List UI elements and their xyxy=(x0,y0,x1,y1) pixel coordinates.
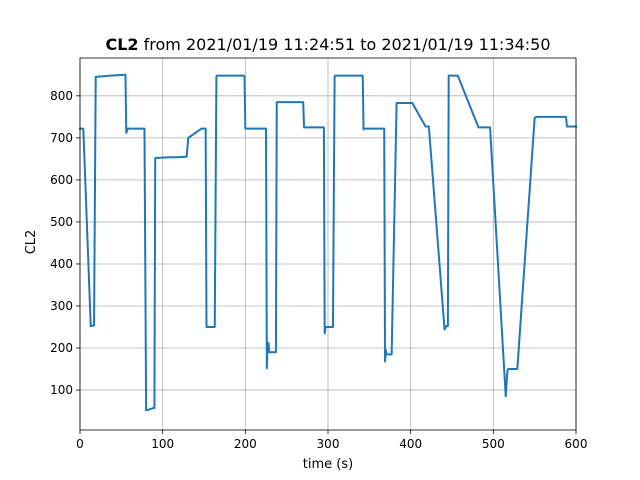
x-tick-label: 600 xyxy=(565,437,588,451)
y-tick-label: 200 xyxy=(50,341,73,355)
chart-title-prefix: CL2 xyxy=(105,35,138,54)
y-tick-label: 600 xyxy=(50,173,73,187)
y-tick-label: 100 xyxy=(50,383,73,397)
x-tick-label: 400 xyxy=(399,437,422,451)
y-axis-label: CL2 xyxy=(24,230,39,255)
x-axis: 0 100 200 300 400 500 600 xyxy=(76,430,587,451)
series-line xyxy=(79,73,577,412)
y-tick-label: 700 xyxy=(50,131,73,145)
x-tick-label: 100 xyxy=(151,437,174,451)
y-tick-label: 500 xyxy=(50,215,73,229)
chart-title: CL2 from 2021/01/19 11:24:51 to 2021/01/… xyxy=(105,35,550,54)
y-axis: 100 200 300 400 500 600 700 800 xyxy=(50,89,80,397)
data-series-layer xyxy=(79,73,577,412)
y-tick-label: 800 xyxy=(50,89,73,103)
chart-title-suffix: from 2021/01/19 11:24:51 to 2021/01/19 1… xyxy=(139,35,551,54)
x-axis-label: time (s) xyxy=(303,457,353,472)
x-tick-label: 200 xyxy=(234,437,257,451)
y-tick-label: 300 xyxy=(50,299,73,313)
x-tick-label: 500 xyxy=(482,437,505,451)
x-tick-label: 300 xyxy=(317,437,340,451)
x-tick-label: 0 xyxy=(76,437,84,451)
y-tick-label: 400 xyxy=(50,257,73,271)
